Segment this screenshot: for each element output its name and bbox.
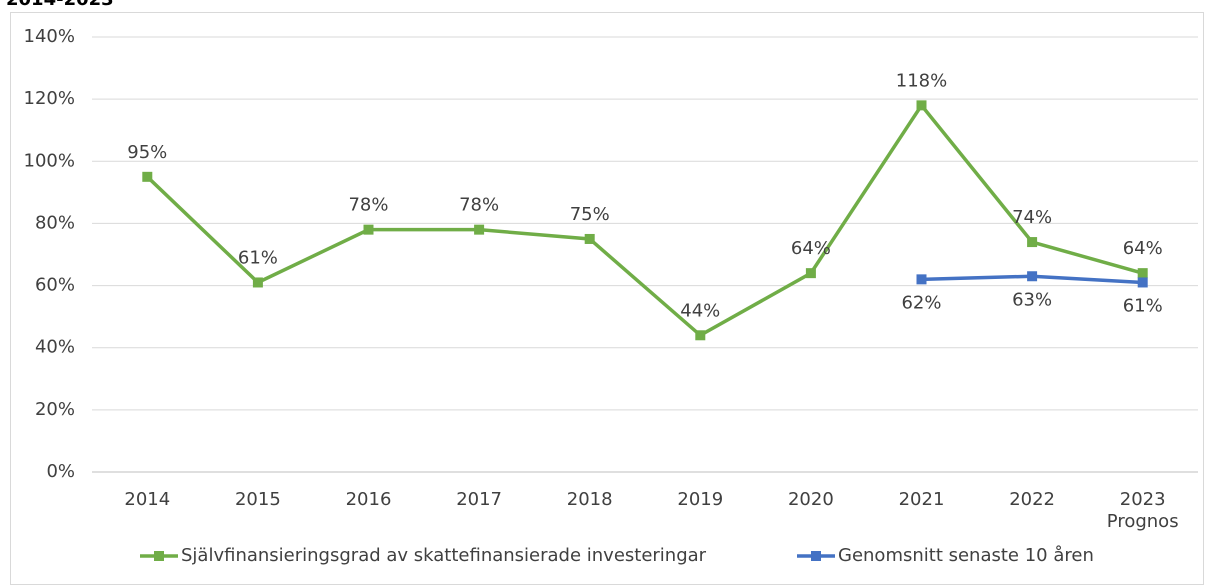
data-label: 44% [680, 300, 720, 321]
data-label: 118% [896, 70, 947, 91]
data-label: 64% [1123, 238, 1163, 259]
y-tick-label: 80% [35, 212, 75, 233]
series-line [146, 102, 1144, 338]
x-tick-label: 2017 [456, 489, 502, 510]
x-tick-label: 2019 [677, 489, 724, 510]
data-label: 78% [459, 195, 499, 216]
point-marker [142, 171, 153, 182]
point-marker [584, 233, 595, 244]
legend-label: Självfinansieringsgrad av skattefinansie… [181, 545, 707, 566]
data-label: 78% [348, 195, 388, 216]
y-tick-label: 140% [24, 26, 75, 47]
data-label: 64% [791, 238, 831, 259]
point-marker [474, 224, 485, 235]
point-marker [916, 100, 927, 111]
y-tick-label: 100% [24, 150, 75, 171]
x-tick-label: 2022 [1009, 489, 1055, 510]
chart-title: 2014-2023 [6, 0, 114, 10]
chart-frame [10, 12, 1204, 585]
x-tick-label: 2023 Prognos [1106, 489, 1179, 532]
point-marker [1027, 271, 1038, 282]
x-tick-label: 2014 [124, 489, 171, 510]
data-label: 62% [901, 292, 941, 313]
y-tick-label: 120% [24, 88, 75, 109]
legend-marker [154, 551, 164, 561]
point-marker [805, 268, 816, 279]
x-tick-label: 2020 [787, 489, 834, 510]
point-marker [1137, 268, 1148, 279]
legend-marker [811, 551, 821, 561]
y-tick-label: 60% [35, 275, 75, 296]
x-tick-label: 2015 [234, 489, 281, 510]
point-marker [916, 274, 927, 285]
point-marker [363, 224, 374, 235]
legend-label: Genomsnitt senaste 10 åren [838, 545, 1094, 566]
data-label: 63% [1012, 289, 1052, 310]
y-tick-label: 40% [35, 337, 75, 358]
point-marker [1137, 277, 1148, 288]
y-tick-label: 20% [35, 399, 75, 420]
point-marker [252, 277, 263, 288]
data-label: 61% [1123, 295, 1163, 316]
data-label: 95% [127, 142, 167, 163]
data-label: 75% [570, 204, 610, 225]
data-label: 74% [1012, 207, 1052, 228]
data-label: 61% [238, 247, 278, 268]
point-marker [695, 330, 706, 341]
x-tick-label: 2021 [898, 489, 945, 510]
point-marker [1027, 237, 1038, 248]
y-tick-label: 0% [46, 461, 75, 482]
x-tick-label: 2016 [345, 489, 392, 510]
x-tick-label: 2018 [566, 489, 613, 510]
